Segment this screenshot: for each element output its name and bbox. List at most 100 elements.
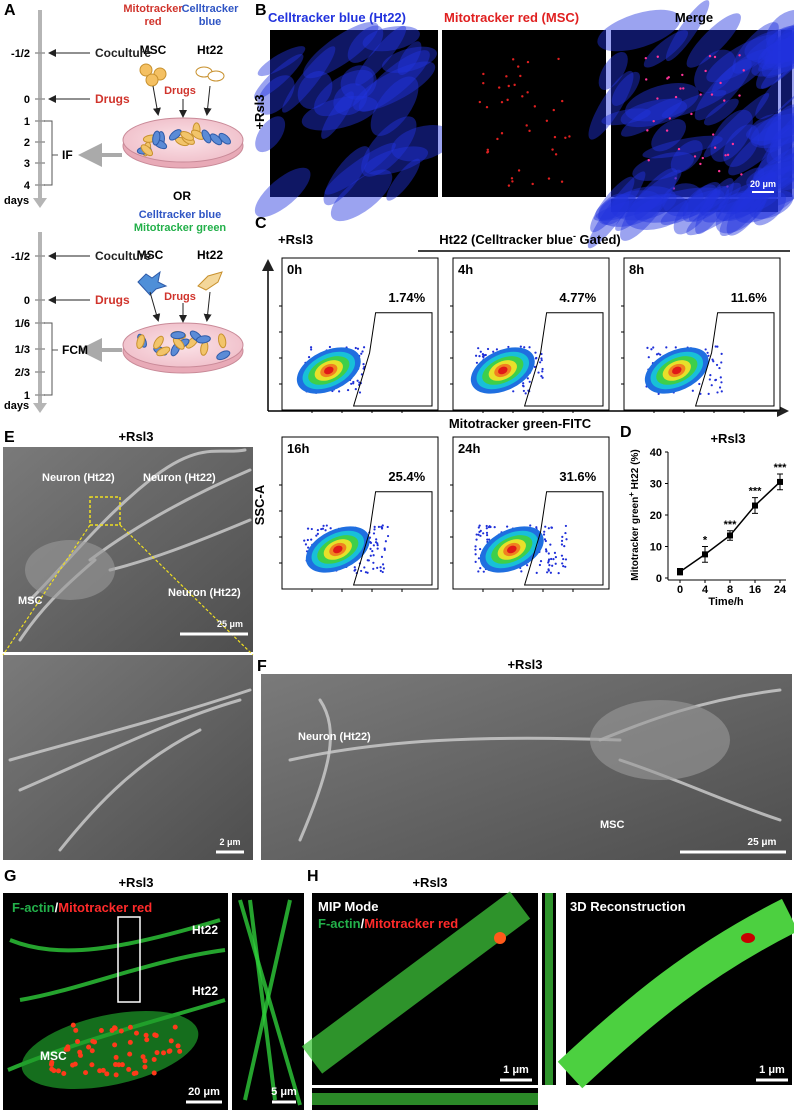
cell <box>217 333 227 349</box>
texture <box>151 1070 157 1076</box>
texture <box>18 698 242 792</box>
event-dot <box>520 570 523 573</box>
gate <box>523 491 604 586</box>
texture <box>58 728 202 852</box>
event-dot <box>493 525 496 529</box>
event-dot <box>708 378 711 381</box>
event-dot <box>346 388 350 392</box>
point <box>702 551 708 558</box>
or-label: OR <box>173 189 191 203</box>
texture <box>243 899 292 1101</box>
event-dot <box>535 571 538 574</box>
texture <box>738 94 741 97</box>
micrograph <box>270 30 438 197</box>
event-dot <box>528 380 531 383</box>
event-dot <box>479 567 482 570</box>
event-dot <box>716 391 719 394</box>
texture <box>651 119 686 152</box>
event-dot <box>537 371 540 374</box>
cell-label: Ht22 <box>192 984 218 998</box>
stain-green: F-actin <box>12 900 55 915</box>
event-dot <box>665 346 668 349</box>
channel-title: Celltracker blue (Ht22) <box>268 10 406 25</box>
event-dot <box>303 539 306 542</box>
texture <box>665 0 710 62</box>
flow-arrow <box>152 85 161 116</box>
event-dot <box>519 345 522 348</box>
texture <box>670 140 703 173</box>
texture <box>330 169 393 222</box>
density <box>333 545 343 554</box>
texture <box>724 154 727 157</box>
texture <box>72 1061 78 1067</box>
event-dot <box>521 384 525 387</box>
texture <box>677 147 681 151</box>
event-dot <box>475 361 479 364</box>
texture <box>353 61 436 112</box>
event-dot <box>646 346 649 350</box>
texture <box>140 1054 146 1060</box>
event-dot <box>350 382 353 385</box>
event-dot <box>310 538 313 541</box>
texture <box>142 1064 148 1070</box>
event-dot <box>541 376 544 379</box>
event-dot <box>488 538 491 541</box>
event-dot <box>710 384 713 387</box>
texture <box>715 189 763 222</box>
texture <box>55 1068 61 1074</box>
texture <box>19 948 226 1002</box>
texture <box>511 180 514 183</box>
stain-red: Mitotracker red <box>364 916 458 931</box>
texture <box>643 30 689 68</box>
significance: *** <box>749 486 763 498</box>
event-dot <box>310 527 313 531</box>
texture <box>161 1050 167 1056</box>
texture <box>741 933 755 943</box>
event-dot <box>306 527 310 530</box>
event-dot <box>538 361 542 364</box>
texture <box>755 54 794 120</box>
event-dot <box>316 528 319 532</box>
event-dot <box>485 531 489 534</box>
event-dot <box>562 565 565 568</box>
event-dot <box>549 571 552 574</box>
texture <box>364 146 429 175</box>
significance: * <box>703 535 708 547</box>
texture <box>634 187 725 223</box>
texture <box>679 87 682 90</box>
texture <box>494 932 506 944</box>
texture <box>119 1062 125 1068</box>
texture <box>282 46 336 113</box>
texture <box>142 1058 148 1064</box>
event-dot <box>360 352 363 355</box>
texture <box>620 168 678 241</box>
event-dot <box>380 526 384 529</box>
event-dot <box>539 560 543 563</box>
panel-label: A <box>4 2 16 19</box>
cell <box>156 346 171 357</box>
event-dot <box>352 380 355 384</box>
gate-title: Ht22 (Celltracker blue- Gated) <box>439 231 620 247</box>
y-tick-label: 30 <box>650 479 662 491</box>
texture <box>715 188 767 234</box>
event-dot <box>523 346 526 349</box>
event-dot <box>372 554 375 557</box>
texture <box>690 112 693 116</box>
event-dot <box>366 571 369 574</box>
texture <box>668 117 672 120</box>
texture <box>166 1048 172 1054</box>
time-label: 16h <box>287 441 309 456</box>
texture <box>757 104 794 176</box>
texture <box>478 100 482 104</box>
texture <box>703 98 739 126</box>
event-dot <box>380 555 384 558</box>
event-dot <box>720 361 723 364</box>
texture <box>708 54 712 58</box>
event-dot <box>362 363 365 366</box>
event-dot <box>374 541 378 544</box>
event-dot <box>360 569 363 573</box>
y-tick-label: 10 <box>650 542 662 554</box>
texture <box>761 37 794 64</box>
texture <box>695 178 734 235</box>
texture <box>766 9 794 52</box>
